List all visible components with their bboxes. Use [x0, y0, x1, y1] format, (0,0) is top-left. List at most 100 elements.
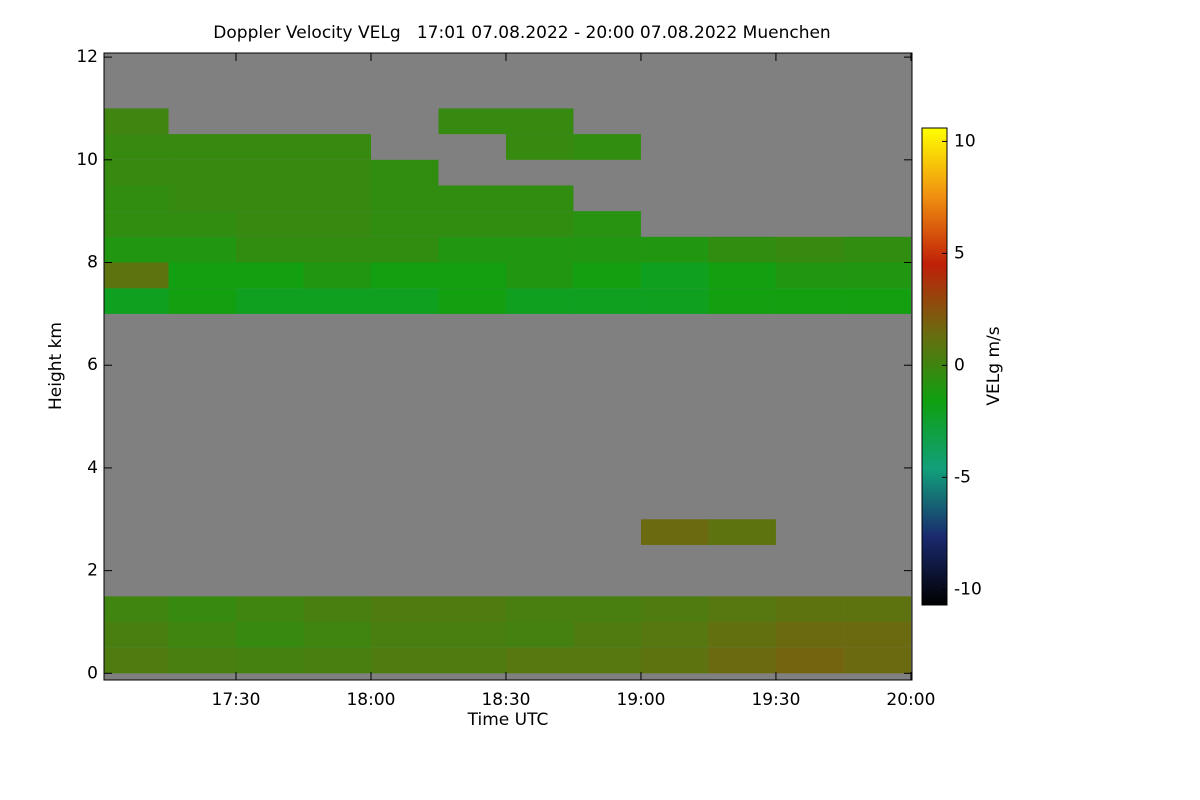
heatmap-cell — [168, 159, 237, 186]
heatmap-cell — [438, 211, 506, 237]
colorbar-tick-label: -10 — [954, 579, 982, 599]
heatmap-cell — [843, 621, 911, 648]
heatmap-cell — [438, 108, 506, 135]
heatmap-cell — [708, 262, 776, 289]
heatmap-cell — [104, 647, 169, 674]
heatmap-cell — [775, 596, 844, 622]
y-tick-label: 12 — [76, 47, 98, 67]
heatmap-cell — [438, 288, 506, 314]
colorbar-tick-label: -5 — [954, 467, 971, 487]
heatmap-cell — [236, 647, 304, 674]
heatmap-cell — [573, 647, 641, 674]
heatmap-cell — [708, 288, 776, 314]
y-tick-label: 6 — [87, 355, 98, 375]
chart-title: Doppler Velocity VELg 17:01 07.08.2022 -… — [213, 23, 830, 43]
heatmap-cell — [168, 236, 237, 263]
x-tick-label: 18:30 — [481, 690, 530, 710]
heatmap-cell — [775, 262, 844, 289]
x-tick-label: 17:30 — [212, 690, 261, 710]
heatmap-cell — [438, 621, 506, 648]
heatmap-cell — [708, 596, 776, 622]
heatmap-cell — [708, 519, 776, 545]
heatmap-cell — [505, 236, 574, 263]
heatmap-cell — [168, 647, 237, 674]
heatmap-cell — [104, 621, 169, 648]
heatmap — [104, 53, 912, 680]
heatmap-cell — [370, 288, 439, 314]
heatmap-cell — [708, 647, 776, 674]
heatmap-cell — [303, 134, 371, 160]
colorbar-label: VELg m/s — [984, 326, 1004, 405]
heatmap-cell — [370, 596, 439, 622]
heatmap-cell — [843, 647, 911, 674]
heatmap-cell — [303, 185, 371, 212]
heatmap-cell — [303, 596, 371, 622]
heatmap-cell — [843, 288, 911, 314]
heatmap-cell — [573, 134, 641, 160]
colorbar-tick-label: 10 — [954, 131, 976, 151]
heatmap-cell — [438, 185, 506, 212]
heatmap-cell — [640, 288, 709, 314]
heatmap-cell — [505, 108, 574, 135]
heatmap-cell — [843, 596, 911, 622]
heatmap-cell — [505, 211, 574, 237]
heatmap-cell — [104, 159, 169, 186]
plot-frame — [103, 52, 913, 681]
y-tick-label: 8 — [87, 253, 98, 273]
heatmap-cell — [370, 647, 439, 674]
heatmap-cell — [104, 211, 169, 237]
heatmap-cell — [843, 262, 911, 289]
heatmap-cell — [236, 596, 304, 622]
heatmap-cell — [104, 596, 169, 622]
x-tick-label: 20:00 — [886, 690, 935, 710]
heatmap-cell — [104, 236, 169, 263]
heatmap-cell — [236, 288, 304, 314]
colorbar — [921, 127, 948, 606]
y-tick-label: 10 — [76, 150, 98, 170]
heatmap-cell — [236, 236, 304, 263]
heatmap-cell — [505, 596, 574, 622]
heatmap-cell — [236, 211, 304, 237]
x-tick-label: 19:30 — [751, 690, 800, 710]
heatmap-cell — [708, 621, 776, 648]
heatmap-cell — [708, 236, 776, 263]
heatmap-cell — [775, 236, 844, 263]
y-tick-label: 0 — [87, 663, 98, 683]
heatmap-cell — [438, 647, 506, 674]
heatmap-cell — [236, 185, 304, 212]
heatmap-cell — [168, 288, 237, 314]
heatmap-cell — [505, 288, 574, 314]
y-tick-label: 4 — [87, 458, 98, 478]
heatmap-cell — [775, 621, 844, 648]
heatmap-cell — [168, 596, 237, 622]
heatmap-cell — [236, 262, 304, 289]
heatmap-cell — [640, 236, 709, 263]
heatmap-cell — [104, 262, 169, 289]
heatmap-cell — [505, 185, 574, 212]
heatmap-cell — [505, 647, 574, 674]
heatmap-cell — [640, 519, 709, 545]
heatmap-cell — [303, 262, 371, 289]
heatmap-cell — [573, 596, 641, 622]
heatmap-cell — [370, 185, 439, 212]
heatmap-cell — [775, 647, 844, 674]
heatmap-cell — [370, 621, 439, 648]
colorbar-tick-label: 0 — [954, 355, 965, 375]
heatmap-cell — [573, 211, 641, 237]
heatmap-cell — [236, 134, 304, 160]
heatmap-cell — [104, 185, 169, 212]
y-tick-label: 2 — [87, 561, 98, 581]
heatmap-cell — [438, 262, 506, 289]
colorbar-tick-label: 5 — [954, 243, 965, 263]
heatmap-cell — [236, 159, 304, 186]
heatmap-cell — [640, 262, 709, 289]
y-axis-label: Height km — [46, 322, 66, 410]
heatmap-cell — [370, 236, 439, 263]
heatmap-cell — [303, 159, 371, 186]
x-tick-label: 19:00 — [616, 690, 665, 710]
heatmap-cell — [168, 134, 237, 160]
heatmap-cell — [370, 211, 439, 237]
heatmap-cell — [640, 647, 709, 674]
heatmap-cell — [505, 134, 574, 160]
